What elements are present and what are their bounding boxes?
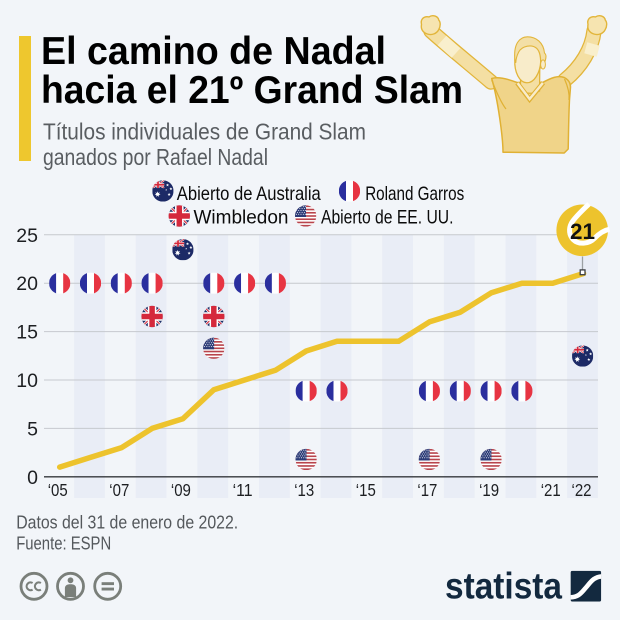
svg-text:25: 25	[16, 225, 38, 247]
svg-text:hacia el 21º Grand Slam: hacia el 21º Grand Slam	[41, 69, 463, 112]
svg-text:20: 20	[16, 273, 38, 295]
svg-text:‘11: ‘11	[233, 480, 253, 500]
svg-text:‘07: ‘07	[109, 480, 129, 500]
svg-text:Roland Garros: Roland Garros	[365, 184, 464, 205]
svg-text:0: 0	[27, 467, 38, 489]
svg-text:El camino de Nadal: El camino de Nadal	[41, 30, 386, 73]
svg-text:ganados por Rafael Nadal: ganados por Rafael Nadal	[43, 144, 268, 170]
svg-text:21: 21	[570, 219, 595, 244]
svg-text:Datos del 31 de enero de 2022.: Datos del 31 de enero de 2022.	[16, 512, 238, 532]
svg-text:‘09: ‘09	[171, 480, 191, 500]
svg-text:Abierto de EE. UU.: Abierto de EE. UU.	[321, 208, 454, 229]
svg-text:Abierto de Australia: Abierto de Australia	[177, 184, 321, 205]
svg-text:‘05: ‘05	[48, 480, 68, 500]
svg-text:‘22: ‘22	[572, 480, 592, 500]
svg-text:Títulos individuales de Grand: Títulos individuales de Grand Slam	[43, 119, 366, 145]
svg-text:statista: statista	[445, 565, 562, 606]
svg-text:‘15: ‘15	[356, 480, 376, 500]
svg-text:‘19: ‘19	[479, 480, 499, 500]
svg-text:10: 10	[16, 370, 38, 392]
svg-text:Fuente: ESPN: Fuente: ESPN	[16, 533, 111, 553]
svg-text:‘17: ‘17	[417, 480, 437, 500]
svg-text:Wimbledon: Wimbledon	[194, 208, 289, 229]
svg-text:5: 5	[27, 418, 38, 440]
svg-text:‘13: ‘13	[294, 480, 314, 500]
svg-text:‘21: ‘21	[541, 480, 561, 500]
svg-text:15: 15	[16, 322, 38, 344]
